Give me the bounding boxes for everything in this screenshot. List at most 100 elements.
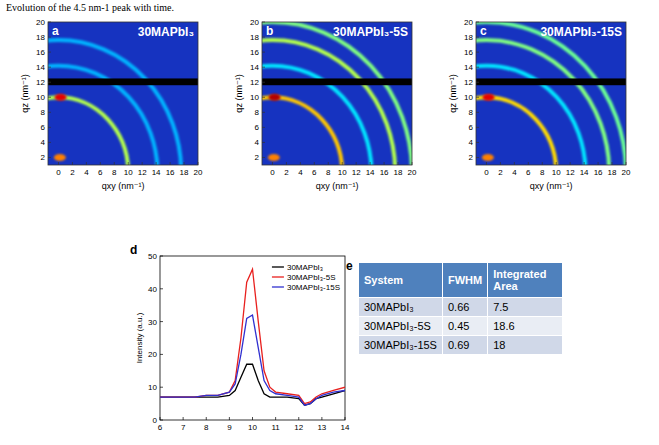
y-tick-label: 10 bbox=[250, 93, 259, 102]
legend-label: 30MAPbI₃ bbox=[287, 263, 323, 272]
y-tick-label: 12 bbox=[464, 78, 473, 87]
panel-letter: a bbox=[52, 24, 59, 38]
x-tick-label: 20 bbox=[408, 168, 417, 177]
y-tick-label: 8 bbox=[41, 108, 46, 117]
y-axis-title: qz (nm⁻¹) bbox=[234, 74, 244, 112]
x-tick bbox=[300, 162, 301, 165]
y-tick bbox=[476, 112, 479, 113]
plot-area bbox=[262, 22, 412, 165]
legend-swatch bbox=[272, 286, 284, 287]
x-tick bbox=[542, 162, 543, 165]
table-cell: 30MAPbI₃-15S bbox=[359, 336, 443, 355]
x-tick-label: 14 bbox=[341, 423, 350, 432]
y-tick bbox=[476, 52, 479, 53]
y-tick bbox=[160, 354, 163, 355]
header-row: SystemFWHMIntegrated Area bbox=[359, 263, 563, 298]
y-tick bbox=[48, 112, 51, 113]
table-row: 30MAPbI₃0.667.5 bbox=[359, 298, 563, 317]
x-tick bbox=[160, 417, 161, 420]
page: {"caption": "Evolution of the 4.5 nm-1 p… bbox=[0, 0, 659, 445]
series-line bbox=[160, 269, 345, 403]
y-tick-label: 18 bbox=[36, 33, 45, 42]
y-tick bbox=[48, 157, 51, 158]
column-head: System bbox=[359, 263, 443, 298]
y-tick bbox=[476, 82, 479, 83]
x-axis-title: qxy (nm⁻¹) bbox=[530, 181, 573, 191]
x-tick bbox=[58, 162, 59, 165]
frame bbox=[262, 22, 412, 165]
x-tick-label: 4 bbox=[298, 168, 303, 177]
y-tick-label: 16 bbox=[250, 48, 259, 57]
caption: Evolution of the 4.5 nm-1 peak with time… bbox=[6, 2, 174, 13]
y-tick bbox=[262, 157, 265, 158]
x-tick bbox=[298, 417, 299, 420]
y-tick bbox=[476, 22, 479, 23]
spot bbox=[483, 94, 495, 101]
x-tick bbox=[206, 417, 207, 420]
legend-swatch bbox=[272, 276, 284, 277]
series-line bbox=[160, 364, 345, 405]
x-tick-label: 20 bbox=[194, 168, 203, 177]
x-tick bbox=[114, 162, 115, 165]
x-tick-label: 11 bbox=[271, 423, 280, 432]
x-tick bbox=[570, 162, 571, 165]
legend-label: 30MAPbI₃-5S bbox=[287, 273, 336, 282]
x-tick-label: 12 bbox=[352, 168, 361, 177]
detector-gap bbox=[262, 78, 412, 85]
x-tick-label: 13 bbox=[317, 423, 326, 432]
x-tick-label: 12 bbox=[138, 168, 147, 177]
x-tick bbox=[342, 162, 343, 165]
y-tick-label: 10 bbox=[36, 93, 45, 102]
frame bbox=[48, 22, 198, 165]
ring bbox=[476, 40, 609, 165]
y-tick bbox=[262, 142, 265, 143]
frame bbox=[160, 256, 345, 420]
y-tick-label: 2 bbox=[469, 153, 474, 162]
x-tick bbox=[229, 417, 230, 420]
y-tick-label: 18 bbox=[464, 33, 473, 42]
y-tick bbox=[476, 37, 479, 38]
panel-letter: e bbox=[346, 259, 353, 273]
ring bbox=[262, 22, 412, 165]
x-tick bbox=[328, 162, 329, 165]
x-tick-label: 12 bbox=[294, 423, 303, 432]
legend-label: 30MAPbI₃-15S bbox=[287, 283, 340, 292]
x-tick bbox=[156, 162, 157, 165]
x-tick bbox=[612, 162, 613, 165]
panel-title: 30MAPbI₃-5S bbox=[333, 25, 408, 39]
x-tick-label: 10 bbox=[338, 168, 347, 177]
x-tick-label: 4 bbox=[84, 168, 89, 177]
x-tick-label: 8 bbox=[112, 168, 117, 177]
x-tick-label: 7 bbox=[181, 423, 186, 432]
y-tick-label: 10 bbox=[148, 383, 157, 392]
y-tick bbox=[160, 256, 163, 257]
y-tick-label: 20 bbox=[250, 18, 259, 27]
x-tick-label: 14 bbox=[366, 168, 375, 177]
y-tick-label: 16 bbox=[36, 48, 45, 57]
x-tick-label: 12 bbox=[566, 168, 575, 177]
x-axis-title: qxy (nm⁻¹) bbox=[316, 181, 359, 191]
y-tick-label: 2 bbox=[41, 153, 46, 162]
x-tick bbox=[370, 162, 371, 165]
x-tick bbox=[321, 417, 322, 420]
x-tick-label: 16 bbox=[594, 168, 603, 177]
x-tick-label: 18 bbox=[394, 168, 403, 177]
y-tick bbox=[48, 37, 51, 38]
x-tick-label: 16 bbox=[166, 168, 175, 177]
x-tick bbox=[72, 162, 73, 165]
x-tick-label: 0 bbox=[56, 168, 61, 177]
table-cell: 0.45 bbox=[442, 317, 487, 336]
spot bbox=[269, 94, 281, 101]
ring bbox=[476, 22, 626, 165]
x-tick bbox=[128, 162, 129, 165]
x-tick-label: 0 bbox=[270, 168, 275, 177]
table-cell: 0.69 bbox=[442, 336, 487, 355]
x-tick-label: 10 bbox=[248, 423, 257, 432]
x-tick bbox=[275, 417, 276, 420]
x-tick-label: 14 bbox=[580, 168, 589, 177]
x-tick bbox=[356, 162, 357, 165]
y-tick bbox=[48, 97, 51, 98]
y-tick bbox=[476, 97, 479, 98]
x-tick-label: 9 bbox=[227, 423, 232, 432]
spot bbox=[54, 154, 66, 161]
